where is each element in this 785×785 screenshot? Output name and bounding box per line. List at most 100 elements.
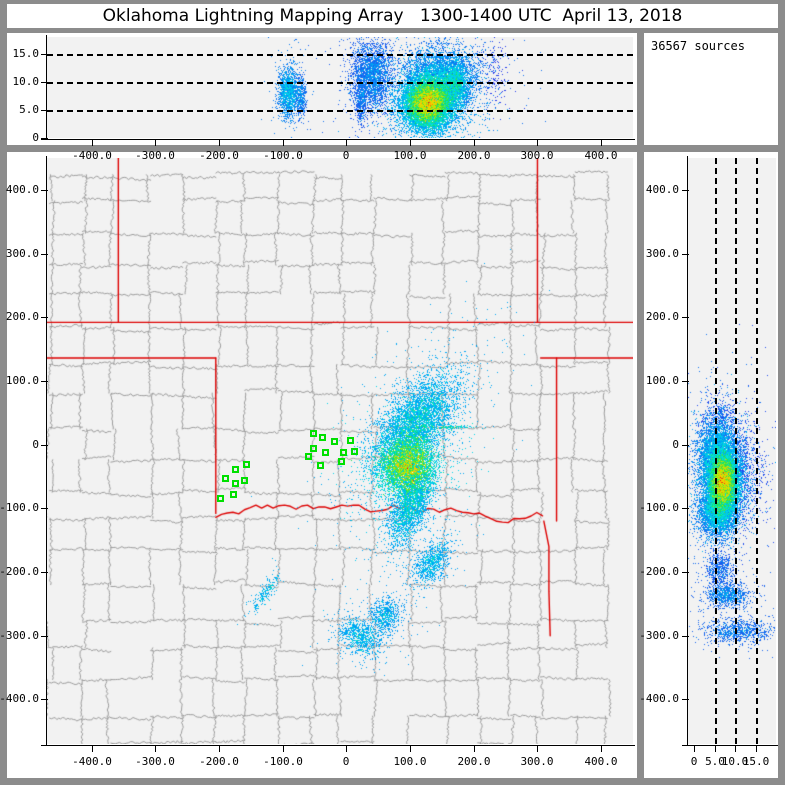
x-axis-tick-label: 15.0 bbox=[742, 755, 770, 768]
y-axis-tick-label: -200.0 bbox=[0, 565, 39, 578]
y-axis-tick-label: 300.0 bbox=[5, 247, 39, 260]
y-axis-tick bbox=[41, 699, 48, 700]
lma-station-marker bbox=[242, 460, 250, 468]
lma-station-marker bbox=[310, 430, 318, 438]
lma-station-marker bbox=[222, 474, 230, 482]
x-axis-tick bbox=[601, 139, 602, 146]
lma-station-marker bbox=[338, 458, 346, 466]
axis-spine-left bbox=[46, 35, 47, 140]
y-axis-tick bbox=[41, 254, 48, 255]
grid-line-vertical bbox=[756, 158, 758, 744]
panel-plan-view-map bbox=[7, 152, 637, 778]
grid-line-vertical bbox=[715, 158, 717, 744]
axis-spine-left bbox=[46, 156, 47, 746]
lma-station-marker bbox=[305, 453, 313, 461]
panel-altitude-vs-north bbox=[644, 152, 778, 778]
x-axis-tick-label: -400.0 bbox=[72, 755, 112, 768]
y-axis-tick-label: -400.0 bbox=[639, 692, 679, 705]
x-axis-tick bbox=[601, 745, 602, 752]
x-axis-tick bbox=[537, 139, 538, 146]
x-axis-tick bbox=[715, 745, 716, 752]
y-axis-tick-label: 200.0 bbox=[645, 310, 679, 323]
x-axis-tick-label: -300.0 bbox=[135, 149, 175, 162]
y-axis-tick bbox=[682, 317, 689, 318]
x-axis-tick bbox=[92, 745, 93, 752]
x-axis-tick bbox=[537, 745, 538, 752]
y-axis-tick-label: 0 bbox=[32, 438, 39, 451]
lma-station-marker bbox=[316, 462, 324, 469]
y-axis-tick-label: 200.0 bbox=[5, 310, 39, 323]
y-axis-tick-label: 15.0 bbox=[12, 47, 40, 60]
lma-station-marker bbox=[241, 476, 249, 484]
x-axis-tick-label: 300.0 bbox=[520, 149, 554, 162]
plot-area-plan-view bbox=[47, 158, 633, 744]
y-axis-tick-label: -100.0 bbox=[639, 501, 679, 514]
x-axis-tick bbox=[410, 139, 411, 146]
x-axis-tick-label: -100.0 bbox=[263, 149, 303, 162]
x-axis-tick bbox=[346, 745, 347, 752]
y-axis-tick-label: 400.0 bbox=[5, 183, 39, 196]
y-axis-tick-label: 10.0 bbox=[12, 75, 40, 88]
x-axis-tick-label: 100.0 bbox=[393, 755, 427, 768]
axis-spine-left bbox=[687, 156, 688, 746]
x-axis-tick-label: -200.0 bbox=[199, 149, 239, 162]
y-axis-tick bbox=[41, 636, 48, 637]
lma-station-marker bbox=[351, 448, 358, 455]
y-axis-tick bbox=[682, 254, 689, 255]
x-axis-tick-label: 100.0 bbox=[393, 149, 427, 162]
y-axis-tick bbox=[41, 381, 48, 382]
x-axis-tick-label: 10.0 bbox=[721, 755, 749, 768]
x-axis-tick-label: 0 bbox=[690, 755, 698, 768]
y-axis-tick-label: 5.0 bbox=[19, 103, 39, 116]
lma-station-marker bbox=[347, 436, 355, 444]
y-axis-tick bbox=[41, 572, 48, 573]
x-axis-tick bbox=[155, 745, 156, 752]
scatter-canvas-map bbox=[47, 158, 633, 744]
y-axis-tick bbox=[682, 190, 689, 191]
x-axis-tick bbox=[474, 139, 475, 146]
y-axis-tick bbox=[682, 636, 689, 637]
x-axis-tick bbox=[346, 139, 347, 146]
x-axis-tick-label: -400.0 bbox=[72, 149, 112, 162]
page-title: Oklahoma Lightning Mapping Array 1300-14… bbox=[102, 6, 683, 26]
grid-line-horizontal bbox=[47, 54, 633, 56]
y-axis-tick-label: 100.0 bbox=[5, 374, 39, 387]
y-axis-tick bbox=[41, 445, 48, 446]
panel-sources-count: 36567 sources bbox=[644, 33, 778, 145]
y-axis-tick bbox=[682, 572, 689, 573]
plot-area-altitude-vs-east bbox=[47, 37, 633, 138]
x-axis-tick-label: 300.0 bbox=[520, 755, 554, 768]
lma-station-marker bbox=[340, 449, 348, 457]
x-axis-tick bbox=[219, 745, 220, 752]
x-axis-tick-label: 400.0 bbox=[584, 755, 618, 768]
lma-station-marker bbox=[217, 495, 225, 503]
x-axis-tick bbox=[694, 745, 695, 752]
x-axis-tick-label: 0 bbox=[342, 149, 350, 162]
scatter-canvas-top bbox=[47, 37, 633, 138]
y-axis-tick bbox=[41, 508, 48, 509]
x-axis-tick-label: -100.0 bbox=[263, 755, 303, 768]
x-axis-tick-label: 0 bbox=[342, 755, 350, 768]
scatter-canvas-right bbox=[688, 158, 776, 744]
lma-station-marker bbox=[231, 465, 239, 473]
y-axis-tick bbox=[682, 381, 689, 382]
grid-line-horizontal bbox=[47, 82, 633, 84]
x-axis-tick bbox=[283, 139, 284, 146]
plot-area-altitude-vs-north bbox=[688, 158, 776, 744]
x-axis-tick-label: -200.0 bbox=[199, 755, 239, 768]
y-axis-tick-label: -400.0 bbox=[0, 692, 39, 705]
y-axis-tick-label: 400.0 bbox=[645, 183, 679, 196]
y-axis-tick-label: -100.0 bbox=[0, 501, 39, 514]
x-axis-tick bbox=[219, 139, 220, 146]
sources-count-label: 36567 sources bbox=[651, 39, 745, 53]
y-axis-tick-label: 0 bbox=[672, 438, 679, 451]
x-axis-tick bbox=[410, 745, 411, 752]
y-axis-tick bbox=[682, 508, 689, 509]
figure-title-bar: Oklahoma Lightning Mapping Array 1300-14… bbox=[7, 4, 778, 28]
y-axis-tick bbox=[41, 110, 48, 111]
lma-station-markers bbox=[47, 158, 633, 744]
lma-station-marker bbox=[231, 479, 239, 487]
lma-station-marker bbox=[310, 444, 318, 452]
x-axis-tick bbox=[283, 745, 284, 752]
